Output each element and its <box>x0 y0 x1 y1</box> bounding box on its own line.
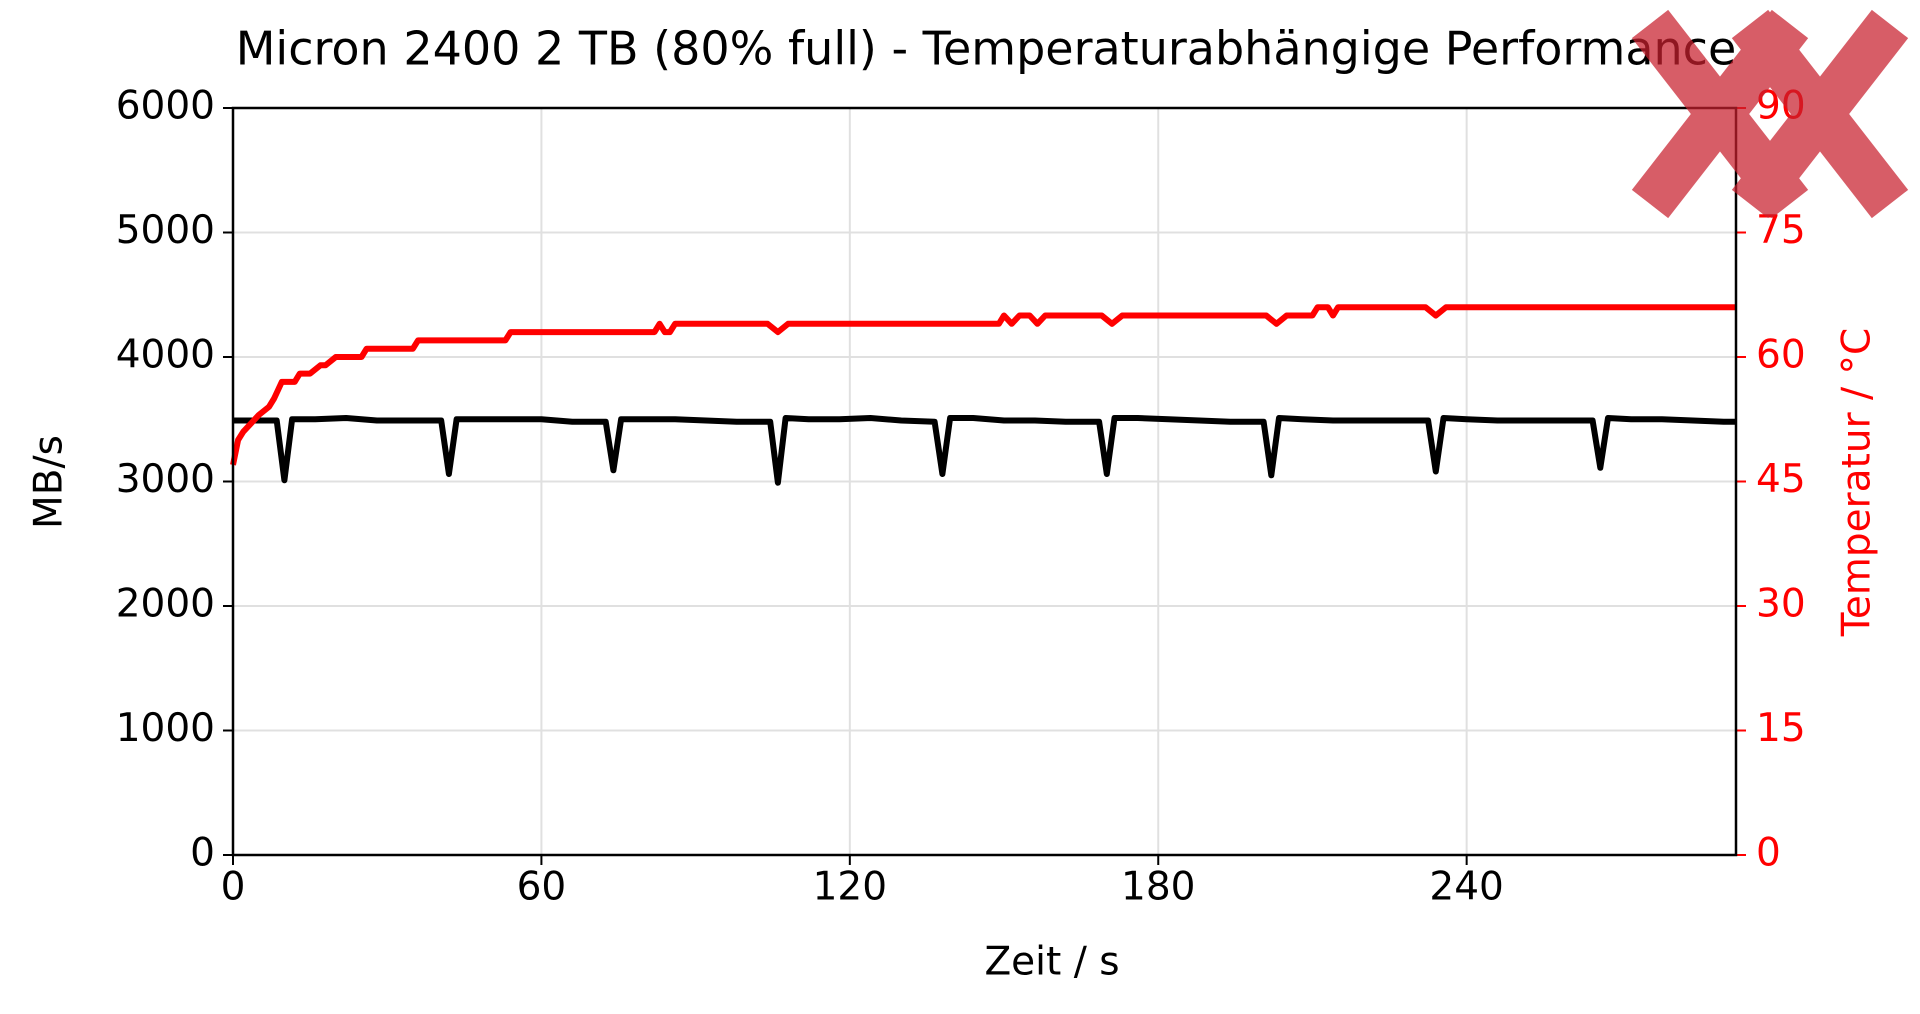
y2-tick-label: 15 <box>1756 706 1806 751</box>
y-tick-label: 1000 <box>116 706 215 751</box>
data-line <box>233 415 1736 486</box>
y2-tick-label: 0 <box>1756 831 1781 876</box>
data-line <box>230 304 1736 466</box>
y-tick-label: 2000 <box>116 582 215 627</box>
chart-title: Micron 2400 2 TB (80% full) - Temperatur… <box>236 22 1737 76</box>
plot-area: 0 60 120 180 240 0 1000 2000 3000 4000 5000 6000 0 15… <box>116 84 1806 910</box>
plot-frame <box>231 106 1738 857</box>
y-axis-label: MB/s <box>27 435 72 529</box>
x-tick-label: 120 <box>813 865 887 910</box>
y2-tick-label: 60 <box>1756 333 1806 378</box>
y2-tick-label: 45 <box>1756 457 1806 502</box>
y-tick-label: 0 <box>190 831 215 876</box>
y-tick-label: 4000 <box>116 333 215 378</box>
logo <box>1631 9 1909 219</box>
y-tick-label: 6000 <box>116 84 215 129</box>
y-tick-label: 3000 <box>116 457 215 502</box>
x-tick-label: 0 <box>221 865 246 910</box>
x-tick-label: 180 <box>1121 865 1195 910</box>
y2-tick-label: 75 <box>1756 208 1806 253</box>
x-tick-label: 60 <box>517 865 567 910</box>
y2-axis-label: Temperatur / °C <box>1835 328 1880 638</box>
y2-tick-label: 30 <box>1756 582 1806 627</box>
x-axis-label: Zeit / s <box>984 940 1119 985</box>
y-tick-label: 5000 <box>116 208 215 253</box>
x-tick-label: 240 <box>1429 865 1503 910</box>
